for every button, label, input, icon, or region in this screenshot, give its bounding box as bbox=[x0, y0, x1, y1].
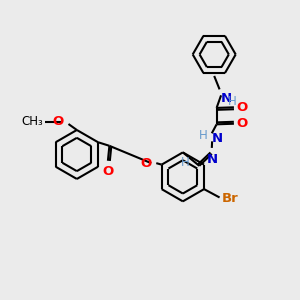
Text: N: N bbox=[212, 132, 223, 145]
Text: H: H bbox=[181, 156, 190, 169]
Text: O: O bbox=[102, 165, 113, 178]
Text: CH₃: CH₃ bbox=[21, 115, 43, 128]
Text: H: H bbox=[228, 95, 237, 108]
Text: H: H bbox=[199, 129, 208, 142]
Text: N: N bbox=[206, 153, 218, 166]
Text: N: N bbox=[221, 92, 232, 105]
Text: Br: Br bbox=[222, 192, 239, 205]
Text: O: O bbox=[140, 157, 151, 169]
Text: O: O bbox=[236, 101, 247, 114]
Text: O: O bbox=[52, 115, 64, 128]
Text: O: O bbox=[236, 117, 247, 130]
